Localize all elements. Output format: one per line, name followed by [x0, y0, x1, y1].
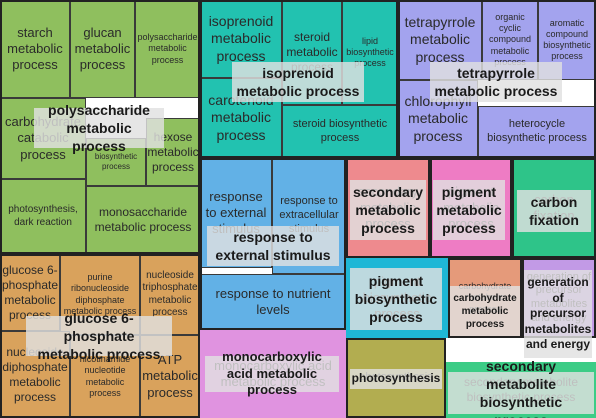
treemap-tile-polysaccharide-metabolic-process: polysaccharide metabolic process: [135, 0, 200, 98]
treemap-tile-label: lipid biosynthetic process: [346, 35, 394, 69]
treemap-group-label-carbon-fixation: carbon fixation: [517, 190, 591, 232]
treemap-tile-label: organic cyclic compound metabolic proces…: [488, 11, 532, 67]
treemap-tile-label: starch metabolic process: [7, 24, 63, 73]
treemap-tile-glucan-metabolic-process: glucan metabolic process: [70, 0, 135, 98]
treemap-tile-label: response to nutrient levels: [215, 285, 331, 317]
treemap-tile-hexose-metabolic-process: hexose metabolic process: [146, 118, 200, 186]
treemap-tile-label: steroid biosynthetic process: [292, 117, 388, 144]
treemap-group-label-tetrapyrrole-metabolic-process: tetrapyrrole metabolic process: [430, 62, 562, 102]
treemap-group-label-monocarboxylic-acid-metabolic-process: monocarboxylic acid metabolic process: [205, 349, 339, 397]
treemap-tile-response-to-nutrient-levels: response to nutrient levels: [200, 274, 346, 330]
treemap-tile-label: tetrapyrrole metabolic process: [404, 13, 476, 65]
treemap-group-label-response-to-external-stimulus: response to external stimulus: [207, 226, 339, 266]
treemap-group-label-secondary-metabolic-process: secondary metabolic process: [350, 180, 426, 240]
treemap-tile-label: polysaccharide metabolic process: [137, 32, 198, 65]
treemap-tile-glucose-6-phosphate-metabolic-process: glucose 6-phosphate metabolic process: [0, 254, 60, 331]
treemap-tile-photosynthesis-dark-reaction: photosynthesis, dark reaction: [0, 179, 86, 254]
treemap-tile-heterocycle-biosynthetic-process: heterocycle biosynthetic process: [478, 106, 596, 158]
treemap-group-label-generation-of-precursor-metabolites-and-energy: generation of precursor metabolites and …: [524, 270, 592, 358]
treemap-group-label-photosynthesis: photosynthesis: [350, 369, 442, 389]
treemap-tile-label: isoprenoid metabolic process: [208, 12, 274, 64]
treemap-tile-monosaccharide-metabolic-process: monosaccharide metabolic process: [86, 186, 200, 254]
treemap-tile-label: purine ribonucleoside diphosphate metabo…: [63, 272, 137, 316]
treemap-tile-label: nucleoside triphosphate metabolic proces…: [142, 269, 198, 319]
treemap-tile-label: heterocycle biosynthetic process: [487, 118, 587, 144]
treemap-group-label-pigment-metabolic-process: pigment metabolic process: [433, 180, 505, 240]
treemap-tile-label: glucan metabolic process: [74, 24, 131, 73]
treemap-tile-label: nicotinamide nucleotide metabolic proces…: [79, 354, 131, 398]
treemap-tile-label: biosynthetic process: [94, 152, 138, 171]
treemap-tile-starch-metabolic-process: starch metabolic process: [0, 0, 70, 98]
treemap-tile-label: monosaccharide metabolic process: [94, 205, 192, 234]
treemap-tile-steroid-biosynthetic-process: steroid biosynthetic process: [282, 105, 398, 158]
treemap-tile-label: photosynthesis, dark reaction: [8, 204, 78, 228]
treemap-group-label-polysaccharide-metabolic-process: polysaccharide metabolic process: [34, 102, 164, 154]
treemap-group-label-carbohydrate-metabolic-process: carbohydrate metabolic process: [450, 286, 520, 336]
treemap-group-label-isoprenoid-metabolic-process: isoprenoid metabolic process: [232, 62, 364, 102]
treemap-group-label-pigment-biosynthetic-process: pigment biosynthetic process: [350, 268, 442, 330]
treemap-group-label-glucose-6-phosphate-metabolic-process: glucose 6-phosphate metabolic process: [26, 310, 172, 362]
treemap-tile-atp-metabolic-process: ATP metabolic process: [140, 335, 200, 418]
treemap-tile-label: hexose metabolic process: [147, 129, 199, 174]
treemap-group-label-secondary-metabolite-biosynthetic-process: secondary metabolite biosynthetic proces…: [448, 358, 594, 418]
treemap-tile-label: aromatic compound biosynthetic process: [543, 17, 591, 62]
